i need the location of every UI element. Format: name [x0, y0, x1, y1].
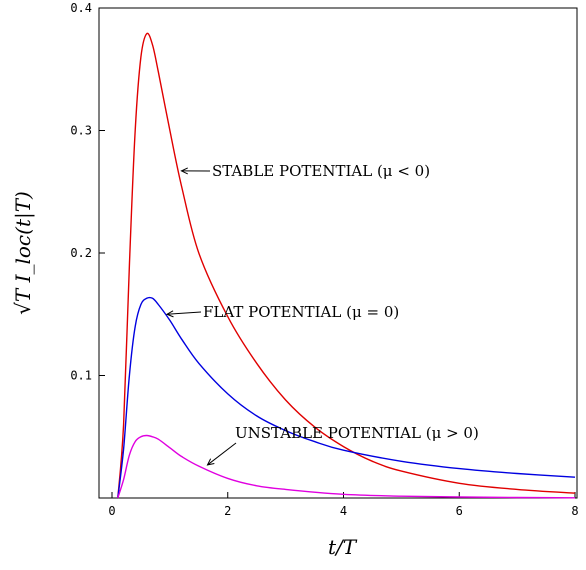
- x-tick-label: 6: [456, 504, 463, 518]
- x-tick-label: 4: [340, 504, 347, 518]
- y-tick-label: 0.1: [70, 369, 92, 383]
- y-tick-label: 0.2: [70, 246, 92, 260]
- annotation-arrow-line: [166, 311, 202, 315]
- annotation-arrowhead: [165, 310, 174, 318]
- series-line-0: [117, 32, 576, 499]
- series-line-1: [117, 296, 576, 499]
- annotation-label: FLAT POTENTIAL (μ = 0): [203, 303, 399, 321]
- y-tick-label: 0.3: [70, 124, 92, 138]
- annotation-layer: STABLE POTENTIAL (μ < 0) FLAT POTENTIAL (…: [165, 162, 479, 466]
- svg-text:t/T: t/T: [328, 535, 358, 559]
- annotation-label: UNSTABLE POTENTIAL (μ > 0): [235, 424, 479, 442]
- ticks: 0 2 4 6 8 0.1 0.2 0.3 0.4: [70, 1, 578, 518]
- x-tick-label: 8: [571, 504, 578, 518]
- series-line-2: [117, 434, 576, 499]
- y-axis-title: √T I_loc(t|T): [11, 191, 36, 315]
- series-layer: [117, 32, 576, 499]
- annotation-label: STABLE POTENTIAL (μ < 0): [212, 162, 430, 180]
- x-tick-label: 2: [224, 504, 231, 518]
- y-tick-label: 0.4: [70, 1, 92, 15]
- x-tick-label: 0: [108, 504, 115, 518]
- annotation-arrowhead: [180, 167, 188, 175]
- svg-text:√T I_loc(t|T): √T I_loc(t|T): [11, 191, 36, 315]
- annotation-arrowhead: [206, 458, 215, 466]
- x-axis-title: t/T: [328, 535, 358, 559]
- annotation-arrow-line: [207, 442, 237, 466]
